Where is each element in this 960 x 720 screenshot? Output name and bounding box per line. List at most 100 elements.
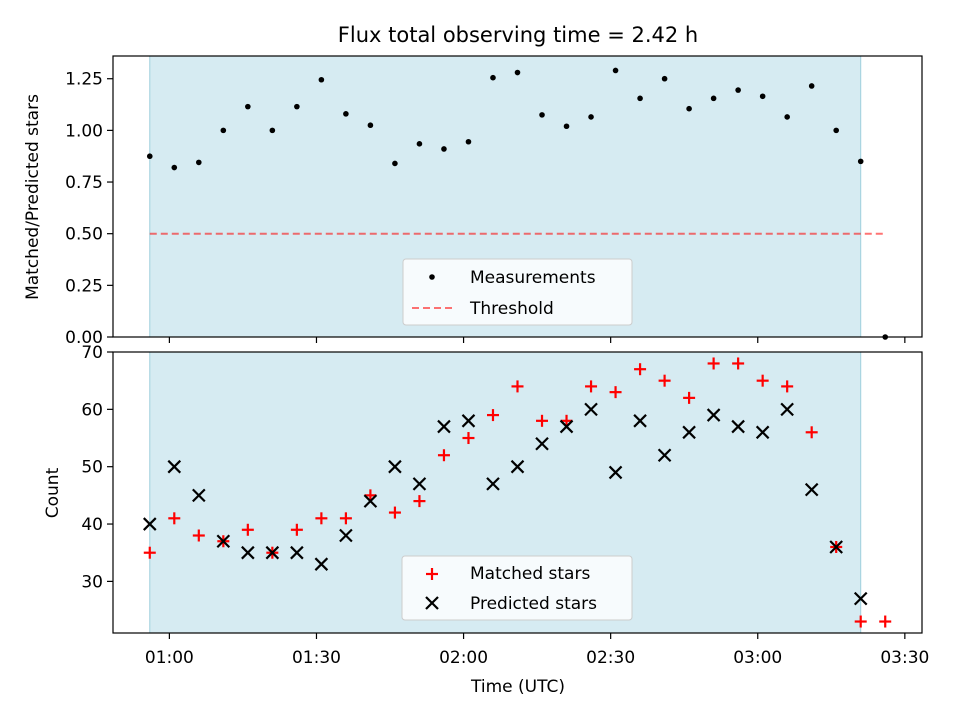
top-plot-frame <box>112 55 923 338</box>
matched-star-point <box>707 357 720 370</box>
predicted-star-point <box>755 425 770 440</box>
y-tick-label: 0.50 <box>65 225 103 245</box>
measurement-point <box>686 105 692 112</box>
predicted-star-point <box>731 419 745 434</box>
y-tick-label: 40 <box>81 515 103 535</box>
predicted-star-point <box>706 408 721 422</box>
measurement-point <box>146 153 153 160</box>
y-tick-label: 60 <box>81 400 103 420</box>
bottom-marks <box>142 357 892 628</box>
x-tick-label: 02:30 <box>586 648 635 668</box>
predicted-star-point <box>412 477 427 491</box>
measurement-point <box>563 123 570 130</box>
bottom-legend-box <box>401 555 633 621</box>
top-legend-box <box>402 258 633 326</box>
bottom-y-axis-label: Count <box>43 467 63 518</box>
matched-star-point <box>339 512 352 525</box>
matched-star-point <box>290 523 303 536</box>
x-tick-label: 01:00 <box>145 648 194 668</box>
bottom-legend: Matched stars Predicted stars <box>401 555 633 621</box>
predicted-star-point <box>853 591 868 606</box>
predicted-star-point <box>461 414 476 428</box>
predicted-star-point <box>265 545 280 560</box>
matched-star-point <box>315 512 328 525</box>
top-y-axis-label: Matched/Predicted stars <box>23 94 43 300</box>
y-tick-label: 1.00 <box>65 121 103 141</box>
predicted-star-point <box>633 414 647 428</box>
matched-star-point <box>143 546 156 559</box>
predicted-star-point <box>780 402 794 417</box>
predicted-star-point <box>216 534 231 549</box>
x-tick-label: 01:30 <box>292 648 341 668</box>
measurement-point <box>392 160 398 167</box>
x-tick-label: 03:30 <box>880 648 929 668</box>
y-tick-label: 0.25 <box>65 276 103 296</box>
measurement-point <box>220 127 227 134</box>
bottom-plot-frame <box>112 351 923 634</box>
top-legend: Measurements Threshold <box>402 258 633 326</box>
measurement-point <box>343 111 349 117</box>
measurement-point <box>416 141 423 147</box>
measurement-point <box>637 95 643 102</box>
legend-matched-marker <box>426 568 438 580</box>
measurement-point <box>588 114 594 120</box>
measurement-point <box>245 103 251 110</box>
legend-matched-label: Matched stars <box>470 564 590 584</box>
top-panel: 0.00 0.25 0.50 0.75 1.00 1.25 Matched/Predict… <box>23 55 923 348</box>
matched-star-point <box>511 380 524 393</box>
matched-star-point <box>585 380 598 393</box>
matched-star-point <box>732 357 745 370</box>
predicted-star-point <box>559 419 574 434</box>
measurement-point <box>833 127 839 134</box>
matched-star-point <box>486 409 499 422</box>
matched-star-point <box>879 615 892 628</box>
matched-star-point <box>560 414 573 427</box>
matched-star-point <box>854 615 867 628</box>
matched-star-point <box>609 386 622 399</box>
bottom-x-axis: 01:00 01:30 02:00 02:30 03:00 03:30 <box>145 633 929 668</box>
predicted-star-point <box>314 557 329 571</box>
chart-title: Flux total observing time = 2.42 h <box>338 23 698 47</box>
predicted-star-point <box>535 436 549 451</box>
measurement-point <box>465 138 472 145</box>
measurement-point <box>196 159 202 166</box>
legend-measurement-marker <box>429 274 435 280</box>
predicted-star-point <box>437 419 451 434</box>
y-tick-label: 0.00 <box>65 328 103 348</box>
top-x-ticks <box>168 337 906 343</box>
legend-measurements-label: Measurements <box>470 268 596 288</box>
predicted-star-point <box>388 459 402 474</box>
measurement-point <box>539 112 545 118</box>
matched-star-point <box>168 512 181 525</box>
x-axis-label: Time (UTC) <box>470 677 565 697</box>
measurement-point <box>735 87 741 93</box>
y-tick-label: 50 <box>81 458 103 478</box>
predicted-star-point <box>192 488 206 503</box>
top-marks <box>146 67 889 340</box>
measurement-point <box>490 74 496 81</box>
matched-star-point <box>192 529 205 542</box>
y-tick-label: 70 <box>81 343 103 363</box>
x-tick-label: 02:00 <box>439 648 488 668</box>
bottom-y-axis: 30 40 50 60 70 <box>81 343 113 592</box>
predicted-star-point <box>486 477 500 491</box>
predicted-star-point <box>241 545 255 560</box>
measurement-point <box>857 158 864 165</box>
predicted-star-point <box>142 517 157 531</box>
measurement-point <box>367 122 374 129</box>
matched-star-point <box>413 495 426 508</box>
measurement-point <box>171 164 178 171</box>
matched-star-point <box>241 523 254 536</box>
matched-star-point <box>781 380 794 393</box>
predicted-star-point <box>339 528 353 543</box>
y-tick-label: 1.25 <box>65 70 103 90</box>
measurement-point <box>514 69 521 76</box>
y-tick-label: 30 <box>81 572 103 592</box>
legend-threshold-label: Threshold <box>469 299 554 319</box>
matched-star-point <box>658 374 671 387</box>
y-tick-label: 0.75 <box>65 173 103 193</box>
predicted-star-point <box>167 459 182 474</box>
matched-star-point <box>536 414 549 427</box>
predicted-star-point <box>363 494 378 508</box>
